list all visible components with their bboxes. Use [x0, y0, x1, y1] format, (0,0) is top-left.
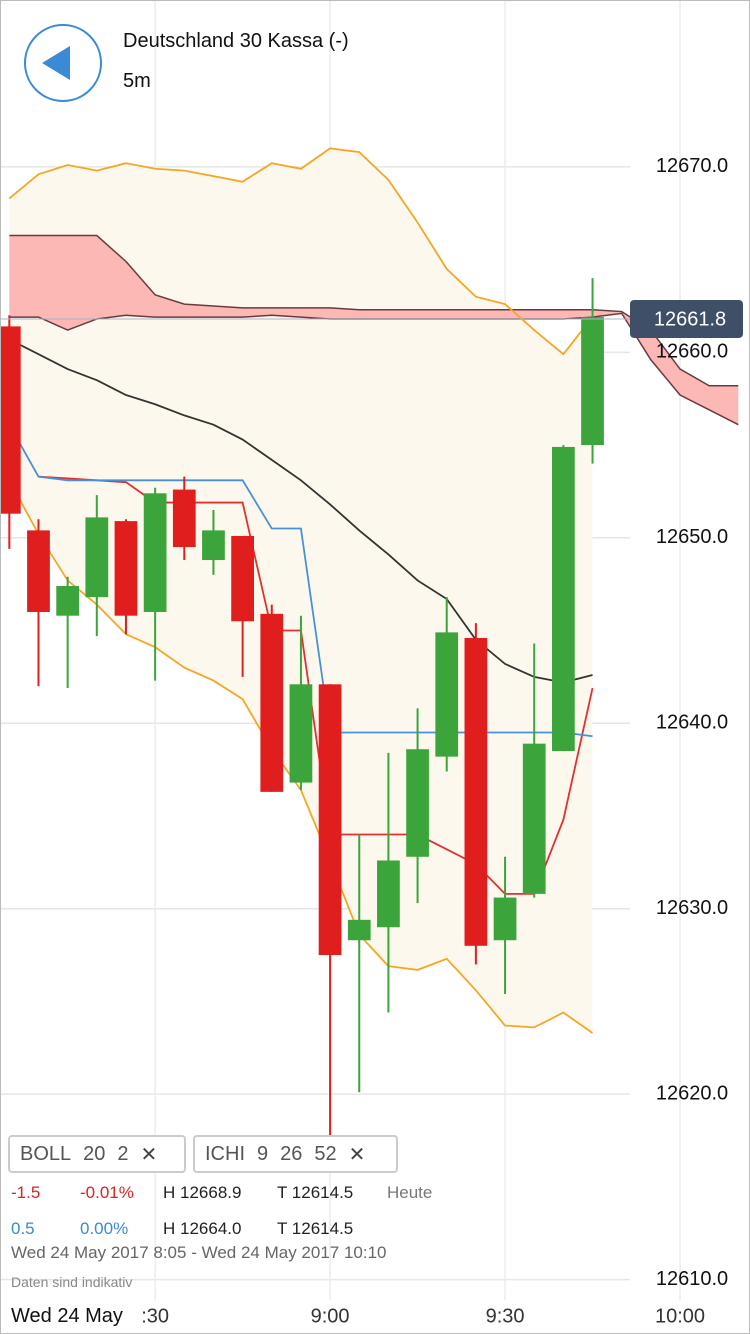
y-tick-label: 12610.0 — [656, 1268, 728, 1290]
x-tick-label: :30 — [141, 1305, 169, 1327]
candle-body — [522, 743, 546, 894]
cloud-fill — [9, 235, 739, 425]
date-range: Wed 24 May 2017 8:05 - Wed 24 May 2017 1… — [11, 1243, 387, 1262]
back-arrow[interactable] — [42, 46, 70, 80]
indicator-chip[interactable]: BOLL 20 2 ✕ — [8, 1135, 186, 1173]
indicator-line — [38, 475, 594, 895]
y-tick-label: 12630.0 — [656, 897, 728, 919]
candle-body — [289, 684, 313, 783]
candle-body — [581, 317, 604, 446]
candle-body — [377, 860, 400, 928]
band-middle — [8, 338, 593, 684]
change: 0.5 — [11, 1219, 35, 1238]
period: Heute — [387, 1183, 433, 1202]
indicator-chip[interactable]: ICHI 9 26 52 ✕ — [193, 1135, 398, 1173]
band-line — [8, 147, 594, 356]
candle-body — [143, 493, 167, 612]
candle-body — [347, 919, 371, 941]
y-tick-label: 12670.0 — [656, 155, 728, 177]
y-tick-label: 12640.0 — [656, 712, 728, 734]
candle-body — [202, 530, 225, 561]
candle-body — [114, 521, 138, 616]
candle-body — [552, 446, 575, 752]
high: H 12664.0 — [163, 1219, 242, 1238]
y-tick-label: 12650.0 — [656, 526, 728, 548]
indicator-name: ICHI — [205, 1142, 245, 1165]
last-price-label: 12661.8 — [654, 308, 726, 330]
candle-body — [85, 517, 109, 598]
cloud-line — [9, 234, 739, 387]
instrument-title: Deutschland 30 Kassa (-) — [123, 30, 349, 52]
x-tick-label: 9:30 — [486, 1305, 525, 1327]
low: T 12614.5 — [277, 1219, 354, 1238]
last-price-tag — [630, 299, 743, 338]
indicator-param: 52 — [314, 1142, 337, 1165]
note: Daten sind indikativ — [11, 1274, 133, 1290]
candle-body — [172, 489, 196, 548]
indicator-param: 20 — [83, 1142, 106, 1165]
low: T 12614.5 — [277, 1183, 354, 1202]
y-tick-label: 12660.0 — [656, 341, 728, 363]
band-fill — [9, 148, 593, 1033]
interval[interactable]: 5m — [123, 70, 151, 92]
indicator-param: 26 — [280, 1142, 303, 1165]
change: -1.5 — [11, 1183, 41, 1202]
remove-indicator[interactable]: ✕ — [140, 1143, 158, 1166]
indicator-param: 9 — [257, 1142, 269, 1165]
candle-body — [318, 684, 342, 956]
y-tick-label: 12620.0 — [656, 1082, 728, 1104]
indicator-line — [8, 424, 593, 738]
candle-body — [464, 637, 488, 946]
remove-indicator[interactable]: ✕ — [348, 1143, 366, 1166]
x-tick-label: 10:00 — [655, 1305, 705, 1327]
back-button[interactable] — [22, 22, 132, 132]
change-percent: 0.00% — [80, 1219, 129, 1238]
candle-body — [260, 613, 284, 792]
candle-body — [231, 535, 254, 622]
indicator-param: 2 — [117, 1142, 129, 1165]
indicator-name: BOLL — [20, 1142, 72, 1165]
high: H 12668.9 — [163, 1183, 242, 1202]
candle-body — [56, 586, 80, 616]
change-percent: -0.01% — [80, 1183, 134, 1202]
candle-body — [435, 632, 459, 757]
candle-body — [0, 326, 21, 514]
candle-body — [406, 749, 429, 857]
candle-body — [493, 897, 517, 941]
x-date: Wed 24 May — [11, 1305, 127, 1328]
candle-body — [27, 530, 50, 612]
x-tick-label: 9:00 — [311, 1305, 350, 1327]
